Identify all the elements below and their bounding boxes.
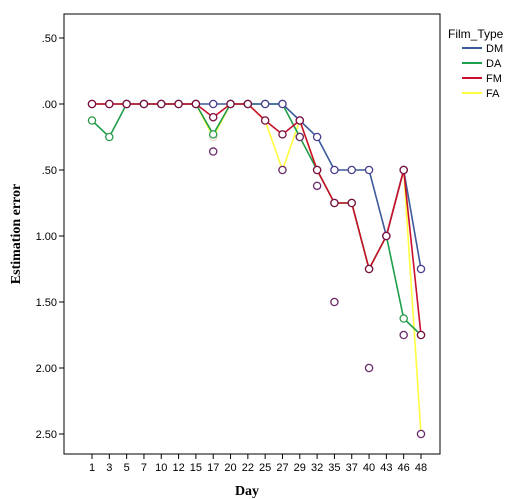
data-point [312, 165, 322, 175]
data-point [399, 165, 408, 175]
data-point [208, 99, 218, 109]
legend-label-fa: FA [486, 88, 500, 100]
series-line-dm [92, 103, 422, 270]
x-tick-label: 20 [224, 462, 236, 474]
data-point [260, 116, 270, 125]
x-tick-label: 7 [141, 462, 147, 474]
x-tick-label: 48 [415, 462, 427, 474]
data-point [399, 314, 408, 323]
data-point [416, 264, 426, 274]
data-point [295, 132, 305, 142]
y-tick-label: 2.00 [36, 363, 57, 375]
x-tick-label: 25 [259, 462, 271, 474]
legend-label-fm: FM [486, 73, 502, 85]
x-tick-label: 27 [276, 462, 288, 474]
data-point [260, 99, 270, 109]
x-tick-label: 43 [380, 462, 392, 474]
x-axis: 1 3 5 7 10 12 15 17 20 22 25 27 29 32 35 37 40 43 46 48 [89, 454, 427, 474]
y-tick-label: .50 [42, 33, 57, 45]
data-point [364, 165, 374, 175]
data-point [208, 130, 218, 139]
x-axis-title: Day [235, 484, 259, 499]
data-point [208, 147, 218, 156]
x-tick-label: 37 [346, 462, 358, 474]
series-line-fm [92, 103, 422, 336]
y-tick-label: 1.00 [36, 231, 57, 243]
data-point [243, 99, 253, 109]
data-point [105, 132, 114, 142]
data-point [191, 99, 201, 109]
series-dm [87, 99, 426, 274]
data-point [347, 198, 356, 208]
data-point [382, 231, 391, 241]
x-tick-label: 35 [328, 462, 340, 474]
data-point [399, 330, 408, 340]
data-point [416, 429, 426, 439]
data-point [312, 132, 322, 142]
x-tick-label: 15 [190, 462, 202, 474]
x-tick-label: 5 [124, 462, 130, 474]
data-point [87, 99, 97, 109]
data-point [278, 130, 287, 139]
y-axis: .50 .00 .50 1.00 1.50 2.00 2.50 [36, 33, 64, 441]
plot-frame [63, 13, 441, 455]
data-point [278, 99, 287, 109]
legend-title: Film_Type [448, 27, 504, 41]
x-tick-label: 32 [311, 462, 323, 474]
extra-points [208, 132, 426, 439]
x-tick-label: 3 [106, 462, 112, 474]
y-tick-label: .50 [42, 165, 57, 177]
data-point [174, 99, 183, 109]
series-fm [87, 99, 426, 340]
y-tick-label: 1.50 [36, 297, 57, 309]
x-tick-label: 40 [363, 462, 375, 474]
series-fa [87, 99, 426, 439]
data-point [330, 297, 339, 307]
legend: Film_Type DM DA FM FA [448, 27, 504, 100]
x-tick-label: 46 [398, 462, 410, 474]
data-point [312, 181, 322, 191]
data-point [157, 99, 166, 109]
data-point [364, 264, 374, 274]
y-tick-label: 2.50 [36, 429, 57, 441]
data-point [295, 116, 305, 125]
data-point [139, 99, 149, 109]
data-point [122, 99, 131, 109]
data-point [364, 363, 374, 373]
data-point [416, 330, 426, 340]
data-point [330, 165, 339, 175]
series-line-da [91, 103, 422, 336]
x-tick-label: 17 [207, 462, 219, 474]
x-tick-label: 12 [172, 462, 184, 474]
series-da [87, 99, 426, 340]
x-tick-label: 1 [89, 462, 95, 474]
legend-label-dm: DM [486, 43, 503, 55]
data-point [105, 99, 114, 109]
data-point [330, 198, 339, 208]
x-tick-label: 29 [294, 462, 306, 474]
legend-label-da: DA [486, 58, 502, 70]
series-layer [87, 99, 426, 439]
y-axis-title: Estimation error [9, 184, 24, 284]
x-tick-label: 22 [242, 462, 254, 474]
y-tick-label: .00 [42, 99, 57, 111]
data-point [278, 165, 287, 175]
data-point [347, 165, 356, 175]
x-tick-label: 10 [155, 462, 167, 474]
data-point [226, 99, 235, 109]
data-point [87, 116, 97, 125]
data-point [208, 112, 218, 122]
